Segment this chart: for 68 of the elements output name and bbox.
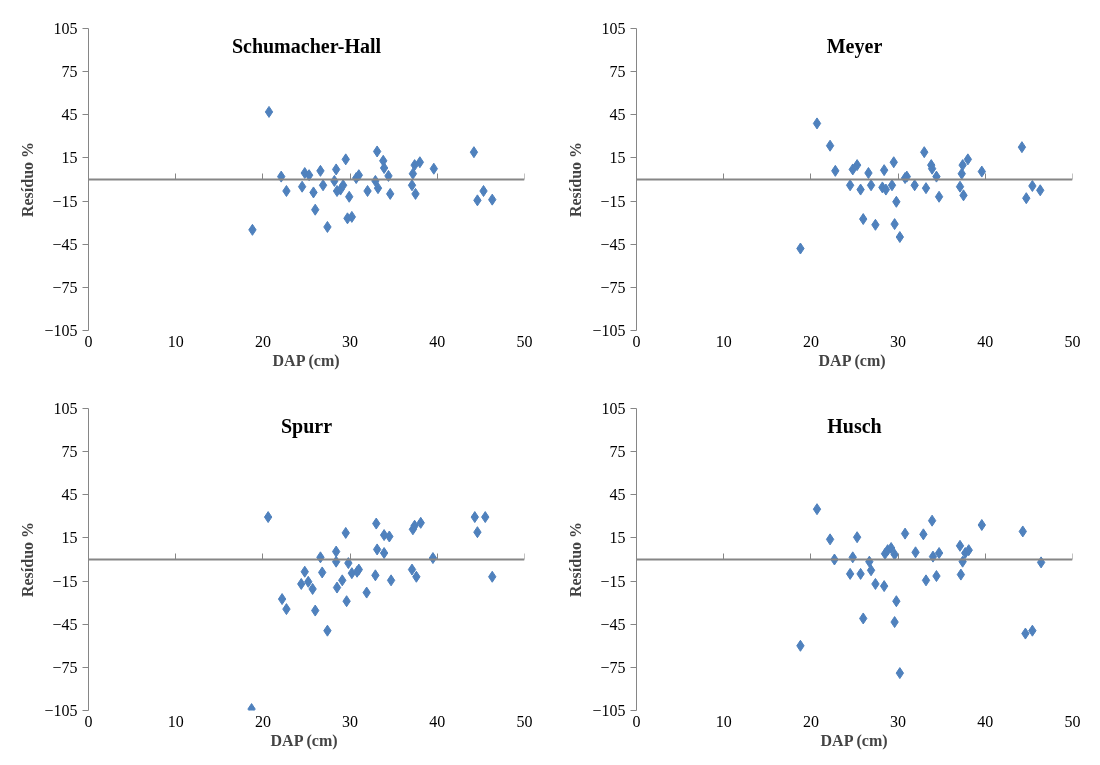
- y-tick-label: 75: [609, 443, 626, 461]
- x-tick-label: 30: [342, 712, 359, 730]
- y-tick-label: −45: [52, 235, 78, 253]
- y-tick-label: 105: [601, 400, 626, 417]
- x-tick-label: 20: [802, 332, 819, 350]
- y-tick-label: 105: [53, 20, 78, 37]
- y-tick-label: −105: [44, 322, 78, 339]
- x-tick-label: 30: [890, 712, 907, 730]
- y-tick-label: 15: [61, 149, 78, 167]
- x-tick-label: 40: [977, 332, 994, 350]
- y-tick-label: 75: [609, 63, 626, 81]
- y-tick-label: −45: [600, 235, 626, 253]
- y-tick-label: 75: [61, 63, 78, 81]
- x-tick-label: 50: [1064, 712, 1081, 730]
- x-tick-label: 10: [715, 712, 732, 730]
- y-tick-label: 15: [609, 149, 626, 167]
- x-tick-label: 0: [84, 712, 93, 730]
- y-tick-label: 45: [61, 486, 78, 504]
- y-axis-title: Resíduo %: [567, 521, 585, 598]
- y-tick-label: 45: [61, 106, 78, 124]
- x-tick-label: 10: [167, 712, 184, 730]
- x-tick-label: 20: [254, 332, 271, 350]
- y-tick-label: −45: [52, 615, 78, 633]
- y-tick-label: −105: [592, 702, 626, 719]
- x-tick-label: 10: [167, 332, 184, 350]
- y-tick-label: 75: [61, 443, 78, 461]
- y-tick-label: −75: [52, 658, 78, 676]
- y-tick-label: −75: [600, 658, 626, 676]
- y-axis-title: Resíduo %: [567, 141, 585, 218]
- y-tick-label: −75: [52, 278, 78, 296]
- x-tick-label: 40: [429, 712, 446, 730]
- y-tick-label: 45: [609, 106, 626, 124]
- x-tick-label: 40: [977, 712, 994, 730]
- x-axis-title: DAP (cm): [820, 731, 888, 750]
- chart-title: Spurr: [280, 414, 333, 438]
- x-tick-label: 50: [516, 712, 533, 730]
- y-tick-label: −15: [600, 192, 626, 210]
- x-tick-label: 20: [254, 712, 271, 730]
- y-tick-label: 45: [609, 486, 626, 504]
- x-axis-title: DAP (cm): [270, 731, 338, 750]
- chart-title: Husch: [827, 414, 882, 437]
- y-tick-label: 15: [609, 529, 626, 547]
- x-axis-title: DAP (cm): [272, 351, 340, 370]
- y-tick-label: −105: [592, 322, 626, 339]
- x-tick-label: 20: [802, 712, 819, 730]
- x-tick-label: 50: [516, 332, 533, 350]
- y-tick-label: −15: [600, 572, 626, 590]
- y-tick-label: −105: [44, 702, 78, 719]
- y-tick-label: 105: [53, 400, 78, 417]
- y-tick-label: −15: [52, 572, 78, 590]
- y-axis-title: Resíduo %: [19, 141, 37, 218]
- x-tick-label: 40: [429, 332, 446, 350]
- y-tick-label: −75: [600, 278, 626, 296]
- x-tick-label: 0: [632, 332, 641, 350]
- y-tick-label: 105: [601, 20, 626, 37]
- chart-title: Schumacher-Hall: [231, 34, 382, 57]
- x-tick-label: 10: [715, 332, 732, 350]
- y-tick-label: 15: [61, 529, 78, 547]
- x-tick-label: 0: [84, 332, 93, 350]
- x-tick-label: 0: [632, 712, 641, 730]
- x-tick-label: 50: [1064, 332, 1081, 350]
- y-tick-label: −15: [52, 192, 78, 210]
- x-tick-label: 30: [890, 332, 907, 350]
- x-tick-label: 30: [342, 332, 359, 350]
- y-tick-label: −45: [600, 615, 626, 633]
- chart-title: Meyer: [826, 34, 883, 58]
- x-axis-title: DAP (cm): [818, 351, 886, 370]
- y-axis-title: Resíduo %: [19, 521, 37, 598]
